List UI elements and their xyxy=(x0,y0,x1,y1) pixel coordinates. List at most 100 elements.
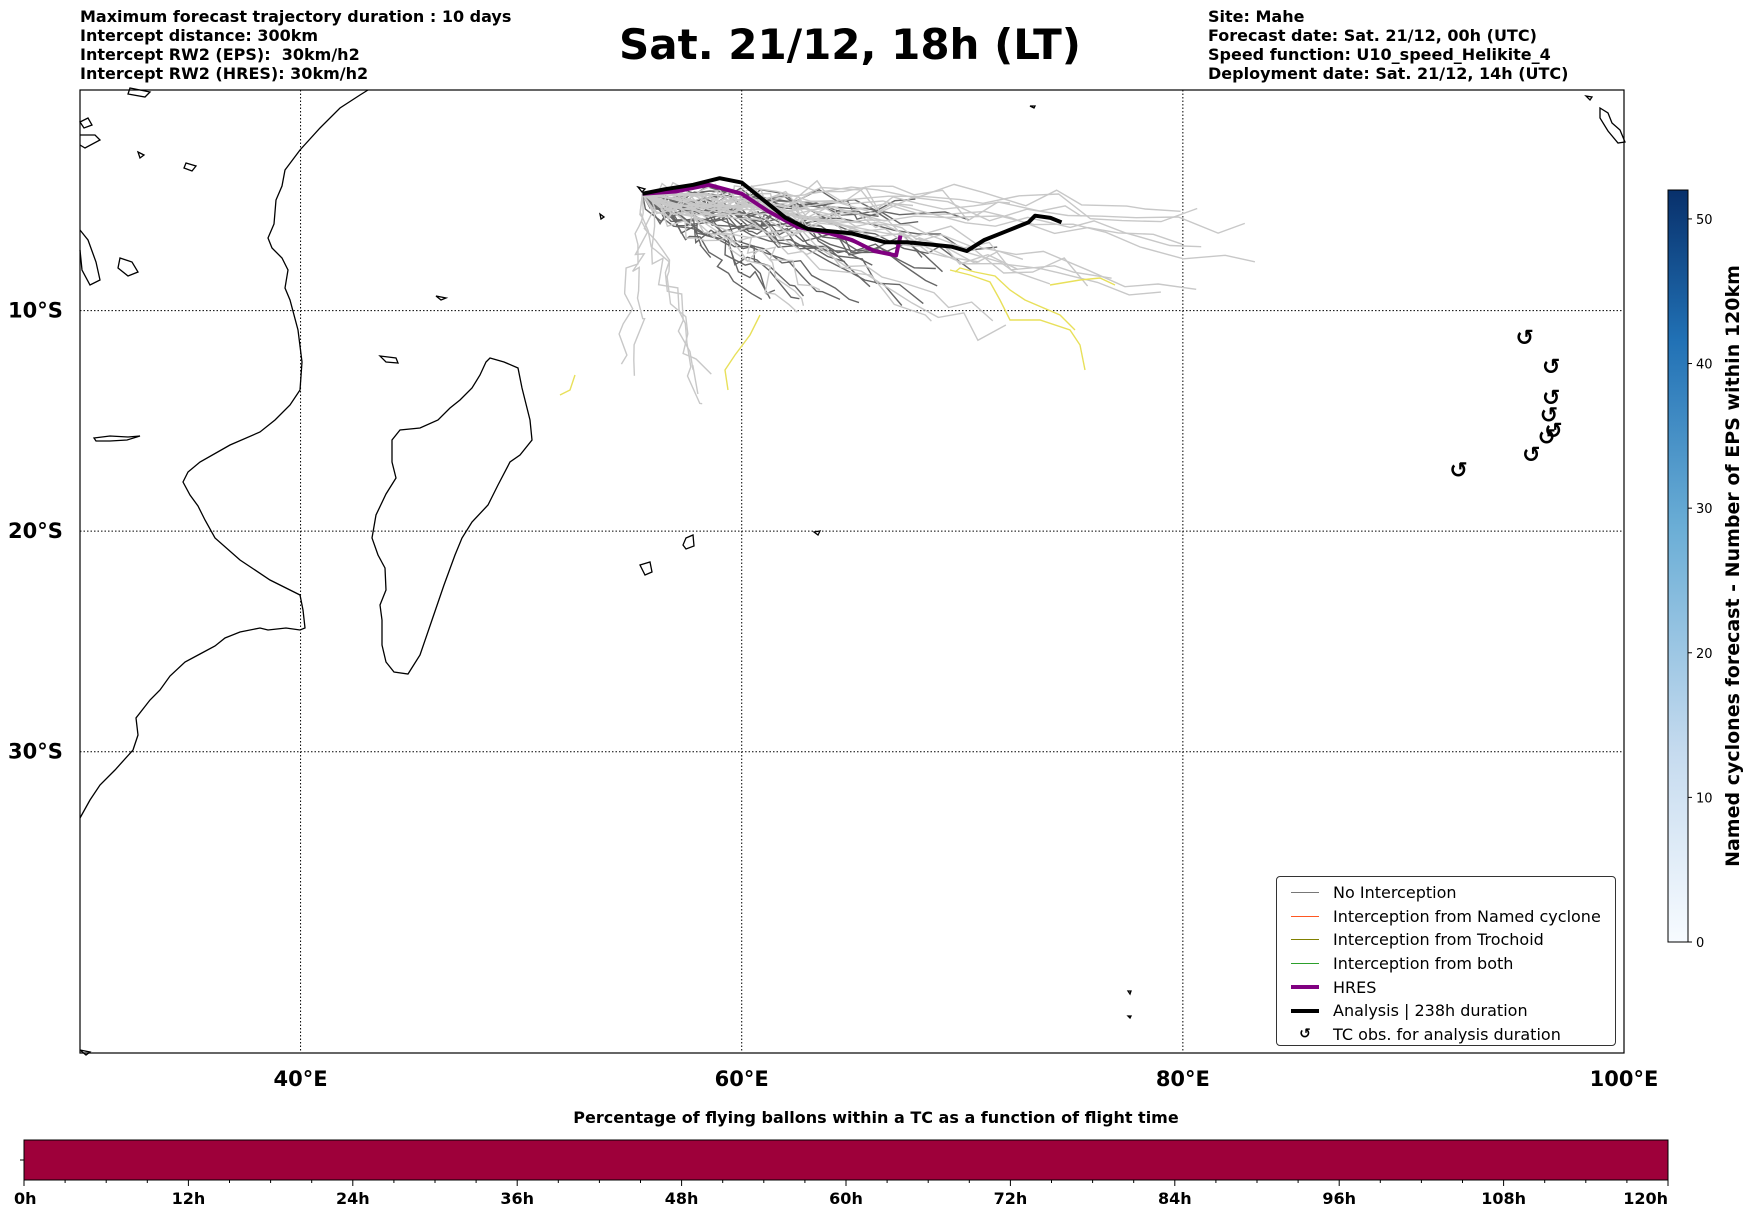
eps-trajectory xyxy=(641,193,703,405)
colorbar-tick-label: 50 xyxy=(1696,213,1713,228)
tc-obs-icon: ↺ xyxy=(1516,326,1534,351)
colorbar-tick-label: 40 xyxy=(1696,358,1713,373)
lon-tick-label: 40°E xyxy=(274,1067,328,1091)
timebar-tick-label: 96h xyxy=(1322,1189,1356,1208)
latitude-tick-labels: 10°S 20°S 30°S xyxy=(8,299,63,764)
timebar-tick-label: 108h xyxy=(1481,1189,1526,1208)
map-frame xyxy=(79,89,1625,1054)
eps-trajectory xyxy=(642,193,821,291)
timebar-tick-label: 24h xyxy=(336,1189,370,1208)
legend-key: ↺ xyxy=(1285,1026,1325,1043)
coastlines xyxy=(79,87,1626,1056)
tc-obs-icon: ↺ xyxy=(1449,459,1467,484)
timebar-tick-label: 60h xyxy=(829,1189,863,1208)
legend-label: Interception from both xyxy=(1333,954,1514,974)
run-info-line: Speed function: U10_speed_Helikite_4 xyxy=(1208,45,1551,64)
legend-item: HRES xyxy=(1285,975,1615,999)
timebar-tick-label: 84h xyxy=(1158,1189,1192,1208)
legend: No Interception Interception from Named c… xyxy=(1276,876,1616,1046)
run-info-line: Deployment date: Sat. 21/12, 14h (UTC) xyxy=(1208,64,1569,83)
colorbar-tick-label: 30 xyxy=(1696,502,1713,517)
eps-trajectory xyxy=(642,192,813,228)
run-info-line: Site: Mahe xyxy=(1208,7,1305,26)
run-info-line: Forecast date: Sat. 21/12, 00h (UTC) xyxy=(1208,26,1537,45)
colorbar xyxy=(1667,189,1689,943)
legend-line xyxy=(1291,915,1319,917)
legend-label: Interception from Named cyclone xyxy=(1333,906,1601,926)
eps-trajectory-trochoid xyxy=(949,269,1086,371)
legend-key xyxy=(1285,980,1325,994)
run-info-left: Maximum forecast trajectory duration : 1… xyxy=(80,7,511,83)
legend-key xyxy=(1285,1004,1325,1018)
eps-trajectory xyxy=(642,193,798,313)
lat-tick-label: 30°S xyxy=(8,740,63,764)
legend-key xyxy=(1285,886,1325,900)
tc-obs-icon: ↺ xyxy=(1299,1026,1311,1043)
page-title: Sat. 21/12, 18h (LT) xyxy=(619,20,1081,69)
colorbar-tick-label: 20 xyxy=(1696,647,1713,662)
timebar-tick-label: 120h xyxy=(1623,1189,1668,1208)
lat-tick-label: 10°S xyxy=(8,299,63,323)
tc-obs-icon: ↺ xyxy=(1538,426,1556,451)
tc-obs-icon: ↺ xyxy=(1542,386,1560,411)
eps-trajectory xyxy=(641,193,800,300)
tc-obs-icon: ↺ xyxy=(1544,419,1562,444)
legend-label: Interception from Trochoid xyxy=(1333,930,1544,950)
timebar-tick-label: 36h xyxy=(500,1189,534,1208)
legend-key xyxy=(1285,933,1325,947)
colorbar-ticks: 0 10 20 30 40 50 xyxy=(1688,213,1713,951)
colorbar-label: Named cyclones forecast - Number of EPS … xyxy=(1722,265,1744,867)
eps-trajectories-light xyxy=(618,179,1256,405)
tc-observations: ↺↺↺↺↺↺↺↺ xyxy=(1449,326,1562,483)
colorbar-tick-label: 10 xyxy=(1696,791,1713,806)
lon-tick-label: 60°E xyxy=(715,1067,769,1091)
legend-line xyxy=(1291,939,1319,941)
eps-trajectory-trochoid xyxy=(724,314,761,391)
eps-trajectory xyxy=(642,193,932,322)
legend-label: Analysis | 238h duration xyxy=(1333,1001,1528,1021)
eps-trajectory xyxy=(618,193,644,365)
legend-item: No Interception xyxy=(1285,881,1615,905)
tc-obs-icon: ↺ xyxy=(1540,403,1558,428)
legend-key xyxy=(1285,957,1325,971)
eps-trajectory xyxy=(632,193,649,376)
run-info-right: Site: Mahe Forecast date: Sat. 21/12, 00h… xyxy=(1208,7,1568,83)
legend-item: Interception from Named cyclone xyxy=(1285,905,1615,929)
tc-obs-icon: ↺ xyxy=(1522,443,1540,468)
eps-trajectory xyxy=(642,193,1112,279)
legend-line xyxy=(1291,985,1319,990)
run-info-line: Intercept RW2 (EPS): 30km/h2 xyxy=(80,45,360,64)
eps-trajectory xyxy=(642,193,1198,223)
legend-label: TC obs. for analysis duration xyxy=(1333,1024,1561,1044)
eps-trajectory xyxy=(642,193,763,301)
eps-trajectory xyxy=(642,193,903,306)
colorbar-label-wrap: Named cyclones forecast - Number of EPS … xyxy=(1718,190,1748,942)
timebar-tick-label: 0h xyxy=(14,1189,37,1208)
legend-label: No Interception xyxy=(1333,883,1457,903)
timebar-tick-label: 72h xyxy=(994,1189,1028,1208)
timebar-title: Percentage of flying ballons within a TC… xyxy=(573,1108,1179,1127)
tc-obs-icon: ↺ xyxy=(1542,355,1560,380)
legend-item: ↺ TC obs. for analysis duration xyxy=(1285,1023,1615,1047)
legend-key xyxy=(1285,909,1325,923)
hres-track xyxy=(642,182,903,258)
legend-line xyxy=(1291,1008,1319,1013)
lon-tick-label: 100°E xyxy=(1590,1067,1659,1091)
timebar-tick-label: 48h xyxy=(665,1189,699,1208)
lon-tick-label: 80°E xyxy=(1156,1067,1210,1091)
legend-item: Interception from both xyxy=(1285,952,1615,976)
eps-trajectory xyxy=(642,180,1082,222)
lat-tick-label: 20°S xyxy=(8,519,63,543)
legend-item: Interception from Trochoid xyxy=(1285,928,1615,952)
legend-line xyxy=(1291,892,1319,894)
eps-trajectory xyxy=(642,193,994,322)
eps-trajectories-trochoid xyxy=(559,267,1116,396)
legend-line xyxy=(1291,963,1319,965)
run-info-line: Maximum forecast trajectory duration : 1… xyxy=(80,7,512,26)
legend-item: Analysis | 238h duration xyxy=(1285,999,1615,1023)
eps-trajectory-trochoid xyxy=(954,267,1076,331)
eps-trajectory-trochoid xyxy=(1049,277,1116,286)
colorbar-tick-label: 0 xyxy=(1696,936,1704,951)
run-info-line: Intercept distance: 300km xyxy=(80,26,319,45)
